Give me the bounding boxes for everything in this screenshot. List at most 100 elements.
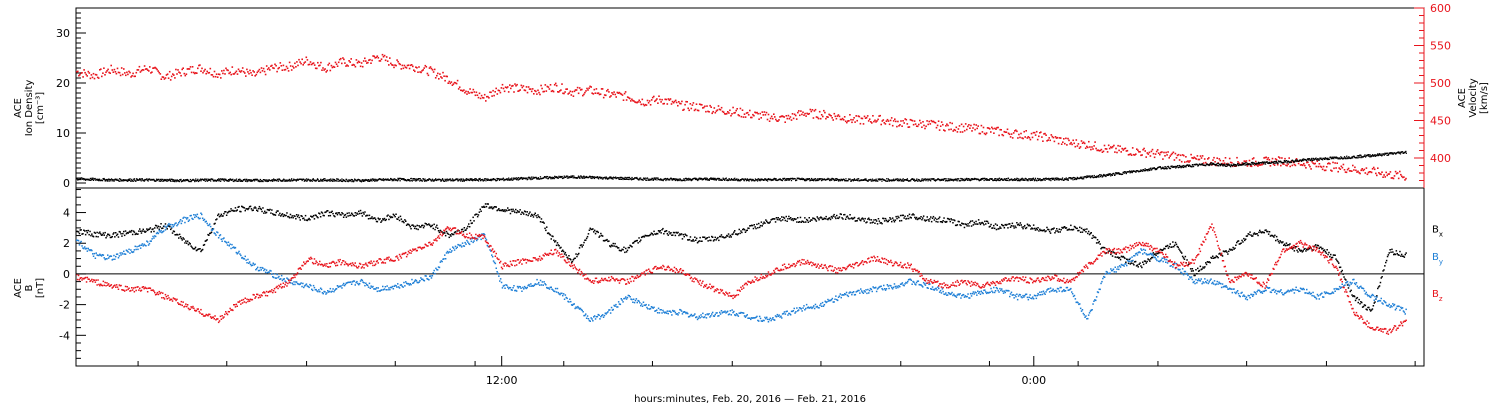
ion-density-point: [391, 178, 393, 180]
ion-density-point: [244, 180, 247, 182]
ion-density-point: [790, 179, 793, 182]
velocity-point: [833, 112, 836, 115]
bx-point: [1032, 228, 1034, 230]
ion-density-point: [961, 179, 963, 182]
bx-point: [932, 215, 935, 218]
ion-density-point: [770, 179, 772, 182]
ion-density-point: [472, 180, 474, 182]
ion-density-point: [289, 180, 292, 182]
ion-density-point: [225, 178, 227, 181]
ion-density-point: [983, 179, 985, 182]
ion-density-point: [329, 178, 331, 181]
ion-density-point: [285, 179, 287, 181]
velocity-point: [1177, 153, 1180, 156]
bx-point: [254, 206, 256, 208]
velocity-point: [170, 75, 173, 78]
ion-density-point: [468, 179, 471, 182]
bx-point: [178, 237, 180, 239]
velocity-point: [935, 126, 938, 129]
ion-density-point: [423, 179, 425, 181]
bx-point: [752, 227, 755, 230]
bx-point: [657, 230, 660, 232]
ion-density-point: [803, 178, 805, 181]
bx-point: [1064, 227, 1067, 229]
ion-density-point: [1005, 179, 1007, 181]
bx-point: [647, 235, 649, 237]
velocity-point: [224, 73, 226, 75]
velocity-point: [1201, 155, 1204, 157]
velocity-point: [693, 109, 696, 112]
ion-density-point: [448, 179, 450, 181]
ion-density-point: [1343, 157, 1345, 159]
ion-density-point: [701, 179, 704, 181]
bx-point: [413, 227, 416, 230]
bx-point: [337, 212, 340, 214]
ion-density-point: [1065, 178, 1067, 181]
bx-point: [950, 218, 952, 220]
ion-density-point: [1196, 163, 1198, 166]
bx-point: [845, 216, 848, 218]
bx-point: [679, 233, 681, 235]
bx-point: [233, 210, 236, 212]
ion-density-point: [714, 177, 716, 180]
ion-density-point: [582, 176, 584, 178]
bx-point: [146, 228, 148, 230]
ion-density-point: [480, 180, 482, 182]
velocity-point: [806, 112, 808, 115]
bx-point: [107, 233, 110, 236]
velocity-point: [414, 70, 416, 73]
velocity-point: [87, 70, 90, 73]
bx-point: [1005, 224, 1007, 226]
ion-density-point: [1155, 168, 1158, 171]
velocity-point: [1058, 137, 1061, 139]
bx-point: [111, 235, 113, 238]
bx-point: [257, 207, 260, 210]
ion-density-point: [833, 179, 835, 182]
velocity-point: [524, 89, 527, 92]
velocity-point: [746, 111, 749, 114]
bx-point: [537, 214, 539, 216]
velocity-point: [372, 55, 374, 57]
velocity-point: [217, 73, 220, 75]
ion-density-point: [328, 180, 330, 182]
ion-density-point: [1151, 169, 1153, 171]
velocity-point: [566, 88, 568, 90]
ion-density-point: [1041, 179, 1043, 182]
velocity-point: [808, 112, 810, 115]
ion-density-point: [1161, 167, 1163, 169]
velocity-point: [151, 71, 153, 73]
ion-density-point: [996, 179, 998, 181]
ion-density-point: [345, 180, 347, 183]
velocity-point: [1163, 151, 1165, 154]
ion-density-point: [1029, 178, 1031, 180]
velocity-point: [688, 109, 690, 112]
velocity-point: [419, 71, 421, 73]
velocity-point: [1276, 163, 1279, 166]
velocity-point: [107, 68, 109, 71]
ion-density-point: [314, 179, 316, 181]
ion-density-point: [836, 178, 838, 180]
velocity-point: [1211, 164, 1213, 166]
bx-point: [1054, 232, 1056, 234]
ion-density-point: [133, 178, 135, 180]
ion-density-point: [295, 179, 297, 181]
bx-point: [546, 226, 548, 228]
ion-density-point: [521, 177, 523, 180]
bx-point: [862, 218, 865, 220]
bx-point: [749, 225, 751, 227]
ion-density-point: [363, 180, 365, 182]
ion-density-point: [573, 175, 575, 177]
ion-density-point: [1220, 163, 1223, 165]
velocity-point: [539, 93, 541, 96]
ion-density-point: [158, 178, 160, 181]
ion-density-point: [934, 179, 936, 181]
velocity-point: [764, 114, 767, 116]
ion-density-point: [369, 179, 371, 181]
ion-density-point: [1226, 165, 1228, 167]
ion-density-point: [482, 178, 484, 181]
bx-point: [249, 205, 252, 208]
bx-point: [727, 233, 730, 235]
velocity-point: [191, 66, 194, 68]
bx-point: [127, 232, 129, 234]
bx-point: [1150, 258, 1152, 260]
